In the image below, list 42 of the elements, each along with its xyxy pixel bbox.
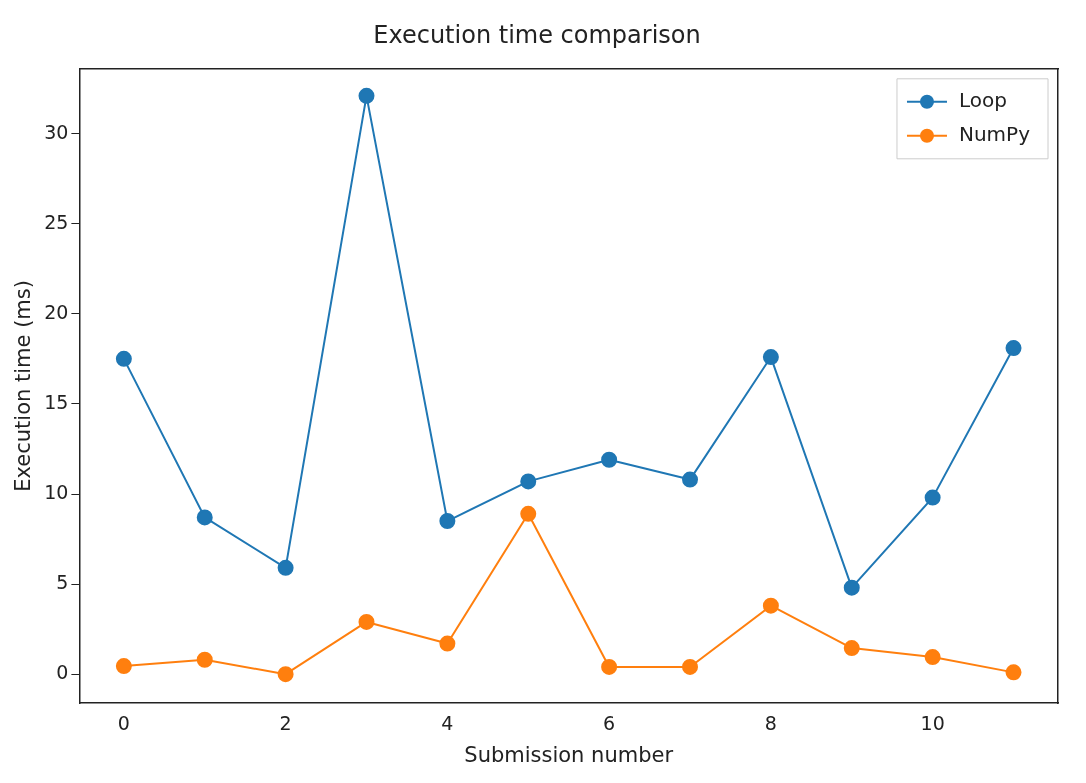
point xyxy=(682,658,699,675)
point xyxy=(1005,664,1022,681)
point xyxy=(277,559,294,576)
point xyxy=(843,640,860,657)
y-tick-label: 30 xyxy=(44,120,69,143)
y-tick-label: 25 xyxy=(44,210,69,233)
legend-label: NumPy xyxy=(958,122,1031,146)
point xyxy=(762,597,779,614)
y-tick-label: 15 xyxy=(44,390,69,413)
point xyxy=(439,635,456,652)
point xyxy=(601,451,618,468)
point xyxy=(924,489,941,506)
point xyxy=(843,579,860,596)
y-tick-label: 10 xyxy=(44,480,69,503)
point xyxy=(277,666,294,683)
x-axis-title: Submission number xyxy=(464,742,674,767)
point xyxy=(196,509,213,526)
x-tick-label: 6 xyxy=(603,712,616,735)
y-tick-label: 20 xyxy=(44,300,69,323)
y-axis-title: Execution time (ms) xyxy=(11,280,36,492)
legend-label: Loop xyxy=(958,88,1007,112)
point xyxy=(601,658,618,675)
x-tick-label: 8 xyxy=(764,712,777,735)
point xyxy=(520,473,537,490)
point xyxy=(924,649,941,666)
chart-title: Execution time comparison xyxy=(373,20,701,49)
y-tick-label: 5 xyxy=(56,571,69,594)
x-tick-label: 4 xyxy=(441,712,454,735)
point xyxy=(196,651,213,668)
point xyxy=(115,350,132,367)
point xyxy=(358,87,375,104)
point xyxy=(682,471,699,488)
point xyxy=(439,513,456,530)
point xyxy=(115,658,132,675)
x-tick-label: 2 xyxy=(279,712,292,735)
x-tick-label: 0 xyxy=(117,712,130,735)
y-tick-label: 0 xyxy=(56,661,69,684)
point xyxy=(762,349,779,366)
point xyxy=(1005,340,1022,357)
point xyxy=(358,613,375,630)
point xyxy=(520,505,537,522)
x-tick-label: 10 xyxy=(920,712,945,735)
